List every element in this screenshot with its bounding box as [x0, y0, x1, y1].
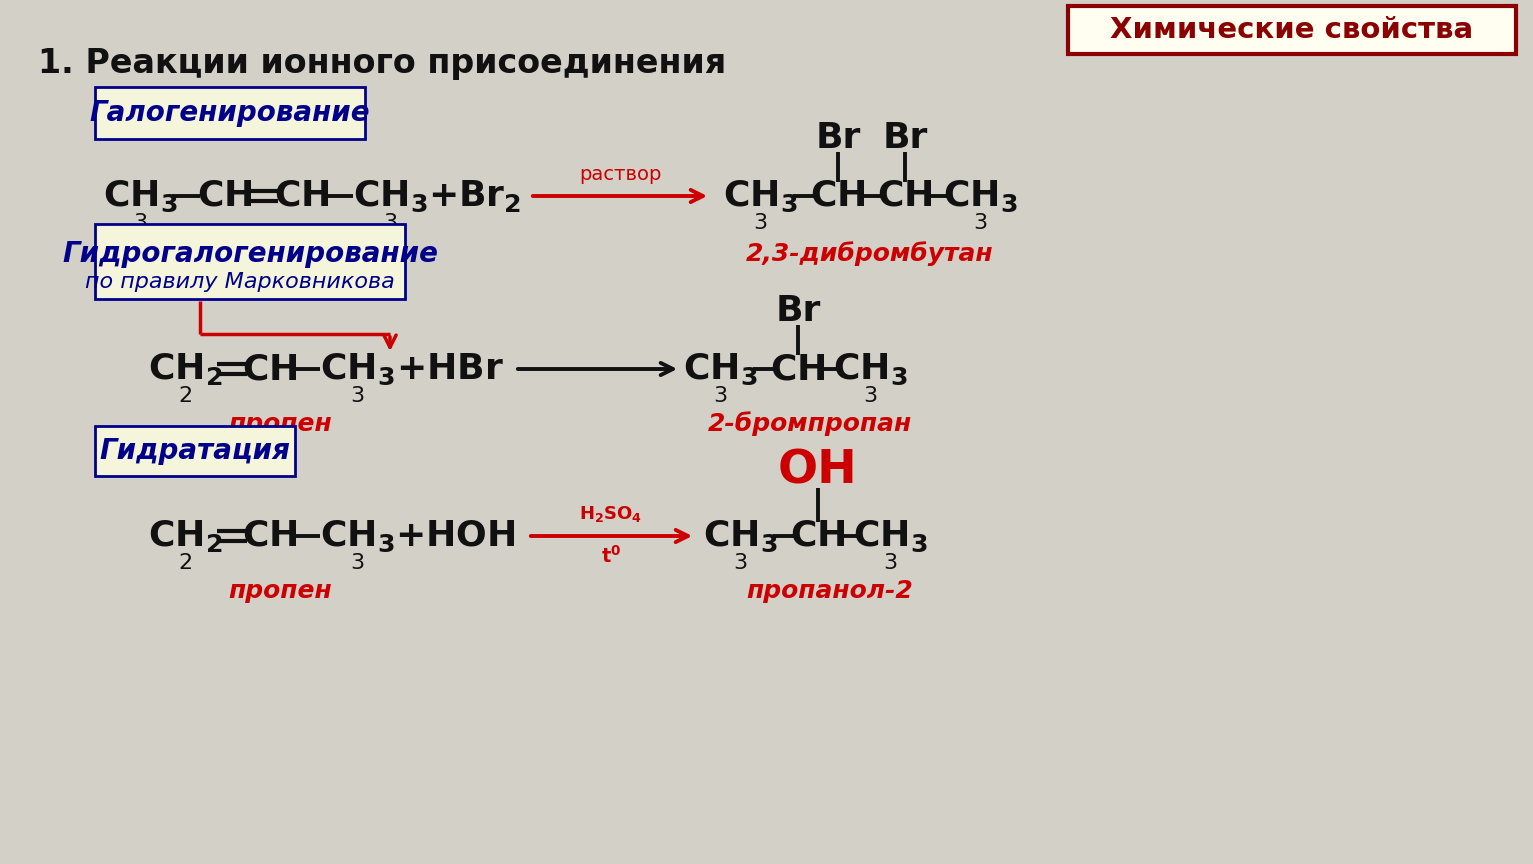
FancyBboxPatch shape — [95, 224, 405, 299]
Text: $\mathbf{t^0}$: $\mathbf{t^0}$ — [601, 545, 621, 567]
Text: $\mathbf{CH_3}$: $\mathbf{CH_3}$ — [682, 352, 757, 387]
Text: OH: OH — [779, 448, 858, 493]
Text: 1. Реакции ионного присоединения: 1. Реакции ионного присоединения — [38, 48, 727, 80]
Text: $\mathbf{CH}$: $\mathbf{CH}$ — [274, 179, 330, 213]
Text: $\mathbf{CH_3}$: $\mathbf{CH_3}$ — [702, 518, 777, 554]
Text: $\mathbf{CH}$: $\mathbf{CH}$ — [770, 352, 826, 386]
Text: $\mathbf{CH_2}$: $\mathbf{CH_2}$ — [147, 351, 222, 387]
Text: 3: 3 — [713, 386, 727, 406]
Text: 2,3-дибромбутан: 2,3-дибромбутан — [747, 242, 993, 266]
Text: 3: 3 — [753, 213, 766, 233]
Text: Br: Br — [883, 121, 927, 155]
Text: $\mathbf{CH_2}$: $\mathbf{CH_2}$ — [147, 518, 222, 554]
Text: $\mathbf{+ Br_2}$: $\mathbf{+ Br_2}$ — [428, 178, 521, 214]
Text: $\mathbf{CH_3}$: $\mathbf{CH_3}$ — [852, 518, 927, 554]
Text: $\mathbf{CH}$: $\mathbf{CH}$ — [877, 179, 932, 213]
Text: 3: 3 — [883, 553, 897, 573]
Text: $\mathbf{CH_3}$: $\mathbf{CH_3}$ — [103, 178, 178, 213]
Text: 3: 3 — [133, 213, 147, 233]
Text: $\mathbf{CH_3}$: $\mathbf{CH_3}$ — [832, 352, 908, 387]
Text: $\mathbf{CH_3}$: $\mathbf{CH_3}$ — [722, 178, 797, 213]
Text: 3: 3 — [863, 386, 877, 406]
Text: пропанол-2: пропанол-2 — [747, 579, 914, 603]
Text: $\mathbf{CH_3}$: $\mathbf{CH_3}$ — [353, 178, 428, 213]
Text: Br: Br — [776, 294, 820, 328]
Text: $\mathbf{CH_3}$: $\mathbf{CH_3}$ — [320, 518, 394, 554]
Text: бутен-2: бутен-2 — [235, 242, 345, 266]
Text: Гидрогалогенирование: Гидрогалогенирование — [61, 240, 438, 268]
Text: $\mathbf{CH}$: $\mathbf{CH}$ — [198, 179, 253, 213]
Text: 3: 3 — [973, 213, 987, 233]
Text: Химические свойства: Химические свойства — [1110, 16, 1473, 44]
Text: $\mathbf{CH}$: $\mathbf{CH}$ — [242, 352, 297, 386]
Text: раствор: раствор — [579, 164, 661, 183]
Text: Гидратация: Гидратация — [100, 437, 290, 465]
Text: Br: Br — [816, 121, 860, 155]
FancyBboxPatch shape — [95, 87, 365, 139]
Text: Галогенирование: Галогенирование — [90, 99, 371, 127]
Text: $\mathbf{H_2SO_4}$: $\mathbf{H_2SO_4}$ — [579, 504, 642, 524]
Text: $\mathbf{CH_3}$: $\mathbf{CH_3}$ — [320, 352, 394, 387]
Text: $\mathbf{+ HBr}$: $\mathbf{+ HBr}$ — [396, 352, 504, 386]
Text: по правилу Марковникова: по правилу Марковникова — [86, 272, 396, 292]
FancyBboxPatch shape — [1069, 6, 1516, 54]
Text: $\mathbf{+ HOH}$: $\mathbf{+ HOH}$ — [396, 519, 515, 553]
Text: пропен: пропен — [228, 579, 331, 603]
Text: 3: 3 — [350, 386, 363, 406]
Text: $\mathbf{CH_3}$: $\mathbf{CH_3}$ — [943, 178, 1018, 213]
Text: пропен: пропен — [228, 412, 331, 436]
Text: 3: 3 — [383, 213, 397, 233]
Text: $\mathbf{CH}$: $\mathbf{CH}$ — [811, 179, 866, 213]
Text: $\mathbf{CH}$: $\mathbf{CH}$ — [789, 519, 846, 553]
Text: $\mathbf{CH}$: $\mathbf{CH}$ — [242, 519, 297, 553]
Text: 3: 3 — [733, 553, 747, 573]
Text: 2-бромпропан: 2-бромпропан — [708, 411, 912, 436]
FancyBboxPatch shape — [95, 426, 294, 476]
Text: 2: 2 — [178, 386, 192, 406]
Text: 3: 3 — [350, 553, 363, 573]
Text: 2: 2 — [178, 553, 192, 573]
